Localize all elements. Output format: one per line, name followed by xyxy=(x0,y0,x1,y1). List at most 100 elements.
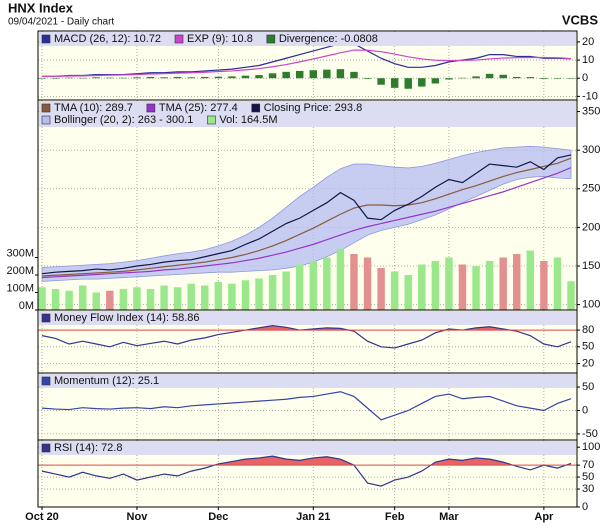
series-line xyxy=(42,49,572,77)
volume-bar xyxy=(377,268,385,310)
volume-bar xyxy=(160,285,168,310)
volume-bar xyxy=(38,287,46,310)
volume-bar xyxy=(241,280,250,310)
volume-bar xyxy=(485,261,494,310)
legend-background xyxy=(39,311,576,325)
x-tick-label: Oct 20 xyxy=(25,511,59,523)
divergence-bar xyxy=(377,78,385,85)
volume-bar xyxy=(336,248,345,310)
divergence-bar xyxy=(404,78,412,89)
volume-bar xyxy=(390,271,399,310)
y-tick-label: -50 xyxy=(582,428,598,440)
volume-bar xyxy=(173,287,182,310)
legend-swatch xyxy=(41,313,51,323)
legend-swatch xyxy=(41,376,51,386)
panel-border xyxy=(37,439,578,508)
volume-bar xyxy=(201,285,209,310)
volume-bar xyxy=(92,292,100,310)
legend-background xyxy=(39,441,576,455)
x-tick-label: Dec xyxy=(208,511,228,523)
plot-area xyxy=(38,31,577,100)
volume-bar xyxy=(214,282,223,310)
series-line xyxy=(42,43,572,77)
y-tick-label: 250 xyxy=(582,183,600,195)
y-tick-label: -10 xyxy=(582,90,598,102)
y-tick-label: 20 xyxy=(582,357,594,369)
y-tick-label: 50 xyxy=(582,341,594,353)
volume-bar xyxy=(363,257,372,310)
chart-title: HNX Index xyxy=(8,0,74,15)
volume-bar xyxy=(187,283,195,310)
legend-swatch xyxy=(41,103,51,113)
divergence-bar xyxy=(513,76,521,79)
legend-swatch xyxy=(146,103,156,113)
divergence-bar xyxy=(323,69,331,79)
volume-bar xyxy=(553,257,562,310)
volume-bar xyxy=(567,281,575,310)
x-tick-label: Feb xyxy=(385,511,405,523)
divergence-bar xyxy=(526,77,535,79)
y2-tick-label: 200M xyxy=(6,265,34,277)
legend-label: Closing Price: 293.8 xyxy=(264,102,362,114)
volume-bar xyxy=(268,275,277,310)
x-tick-label: Nov xyxy=(127,511,149,523)
volume-bar xyxy=(513,254,521,310)
series-line xyxy=(41,455,572,487)
y-tick-label: 0 xyxy=(582,501,588,513)
y-tick-label: 100 xyxy=(582,299,600,311)
divergence-bar xyxy=(418,78,426,87)
divergence-bar xyxy=(160,77,168,79)
y-tick-label: 150 xyxy=(582,260,600,272)
series-line xyxy=(41,325,572,349)
divergence-bar xyxy=(187,77,195,79)
divergence-bar xyxy=(499,74,507,79)
divergence-bar xyxy=(106,77,114,79)
volume-bar xyxy=(458,264,467,310)
legend-label: Bollinger (20, 2): 263 - 300.1 xyxy=(54,114,193,126)
volume-bar xyxy=(404,275,412,310)
divergence-bar xyxy=(51,78,60,79)
legend-swatch xyxy=(41,34,51,44)
volume-bar xyxy=(499,257,507,310)
brand: VCBS xyxy=(562,12,598,27)
y-tick-label: 50 xyxy=(582,471,594,483)
divergence-bar xyxy=(78,77,87,79)
y-tick-label: 20 xyxy=(582,36,594,48)
volume-bar xyxy=(472,266,480,310)
volume-bar xyxy=(350,254,358,310)
divergence-bar xyxy=(119,77,128,79)
y-tick-label: 10 xyxy=(582,54,594,66)
volume-bar xyxy=(431,261,440,310)
x-tick-label: Mar xyxy=(439,511,459,523)
legend-label: Vol: 164.5M xyxy=(219,114,277,126)
volume-bar xyxy=(323,257,331,310)
divergence-bar xyxy=(214,76,223,79)
legend-label: RSI (14): 72.8 xyxy=(54,442,122,454)
divergence-bar xyxy=(241,75,250,79)
series-line xyxy=(41,167,572,279)
divergence-bar xyxy=(567,78,575,79)
volume-bar xyxy=(255,278,263,310)
series-line xyxy=(41,157,572,277)
legend-swatch xyxy=(266,34,276,44)
y-tick-label: 80 xyxy=(582,324,594,336)
plot-area xyxy=(38,100,577,310)
volume-bar xyxy=(418,264,426,310)
legend-label: TMA (25): 277.4 xyxy=(159,102,238,114)
divergence-bar xyxy=(255,75,263,79)
y-tick-label: 100 xyxy=(582,441,600,453)
legend-label: Divergence: -0.0808 xyxy=(279,33,378,45)
series-line xyxy=(41,154,572,275)
legend-background xyxy=(39,32,576,46)
plot-area xyxy=(38,440,577,507)
x-tick-label: Jan 21 xyxy=(296,511,330,523)
volume-bar xyxy=(445,257,453,310)
volume-bar xyxy=(295,264,304,310)
series-line xyxy=(41,391,572,421)
y-tick-label: 50 xyxy=(582,381,594,393)
legend-label: EXP (9): 10.8 xyxy=(187,33,253,45)
y2-tick-label: 100M xyxy=(6,282,34,294)
x-tick-label: Apr xyxy=(534,511,554,523)
volume-bar xyxy=(106,290,114,310)
